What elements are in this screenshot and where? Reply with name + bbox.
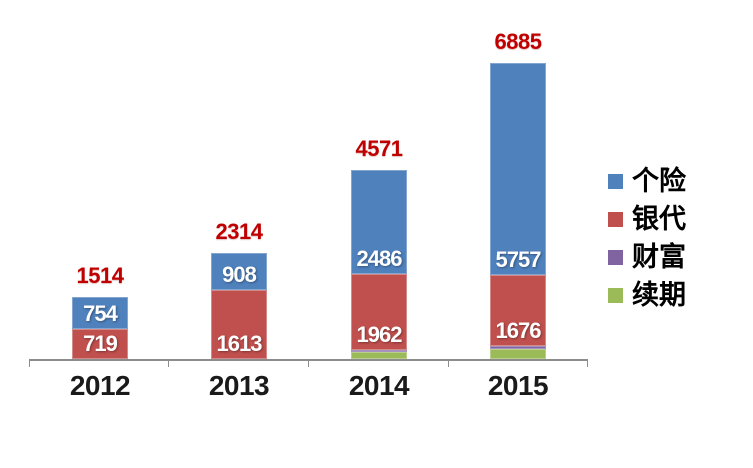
value-label: 5757 [495, 247, 542, 272]
legend-label: 财富 [632, 241, 686, 272]
value-label: 719 [83, 331, 118, 356]
x-axis-label: 2013 [208, 370, 270, 401]
bar-segment-yindai: 1676 [490, 275, 546, 346]
value-label: 2486 [356, 246, 403, 271]
axis-tick [168, 359, 169, 367]
bar-segment-gexian: 5757 [490, 63, 546, 275]
legend-item-yindai: 银代 [608, 200, 686, 238]
total-label: 4571 [355, 136, 403, 161]
total-label: 6885 [494, 29, 542, 54]
bar-segment-caifu [351, 350, 407, 352]
axis-tick [29, 359, 30, 367]
legend-label: 续期 [632, 279, 686, 310]
x-axis-label: 2012 [69, 370, 131, 401]
legend-color-swatch-yindai [608, 211, 623, 227]
value-label: 1676 [495, 318, 542, 343]
bar-segment-yindai: 1613 [211, 290, 267, 359]
bar-segment-gexian: 2486 [351, 170, 407, 274]
value-label: 908 [222, 262, 257, 287]
axis-tick [587, 359, 588, 367]
legend-color-swatch-gexian [608, 173, 623, 189]
x-axis-label: 2014 [348, 370, 410, 401]
legend-color-swatch-xuqi [608, 287, 623, 303]
x-axis-label: 2015 [487, 370, 549, 401]
value-label: 1613 [216, 331, 263, 356]
bar-segment-yindai: 1962 [351, 274, 407, 350]
bar-segment-gexian: 908 [211, 253, 267, 290]
legend-item-xuqi: 续期 [608, 276, 686, 314]
bar-segment-xuqi [490, 349, 546, 359]
axis-tick [448, 359, 449, 367]
value-label: 754 [83, 301, 118, 326]
value-label: 1962 [356, 322, 403, 347]
legend-label: 个险 [632, 165, 686, 196]
bar-segment-yindai: 719 [72, 329, 128, 359]
legend-label: 银代 [632, 203, 686, 234]
bar-segment-gexian: 754 [72, 297, 128, 329]
legend-item-caifu: 财富 [608, 238, 686, 276]
bar-segment-xuqi [351, 352, 407, 359]
legend: 个险 银代 财富 续期 [608, 162, 686, 314]
total-label: 2314 [215, 219, 263, 244]
legend-item-gexian: 个险 [608, 162, 686, 200]
total-label: 1514 [76, 263, 124, 288]
axis-tick [308, 359, 309, 367]
legend-color-swatch-caifu [608, 249, 623, 265]
bar-segment-caifu [490, 346, 546, 349]
